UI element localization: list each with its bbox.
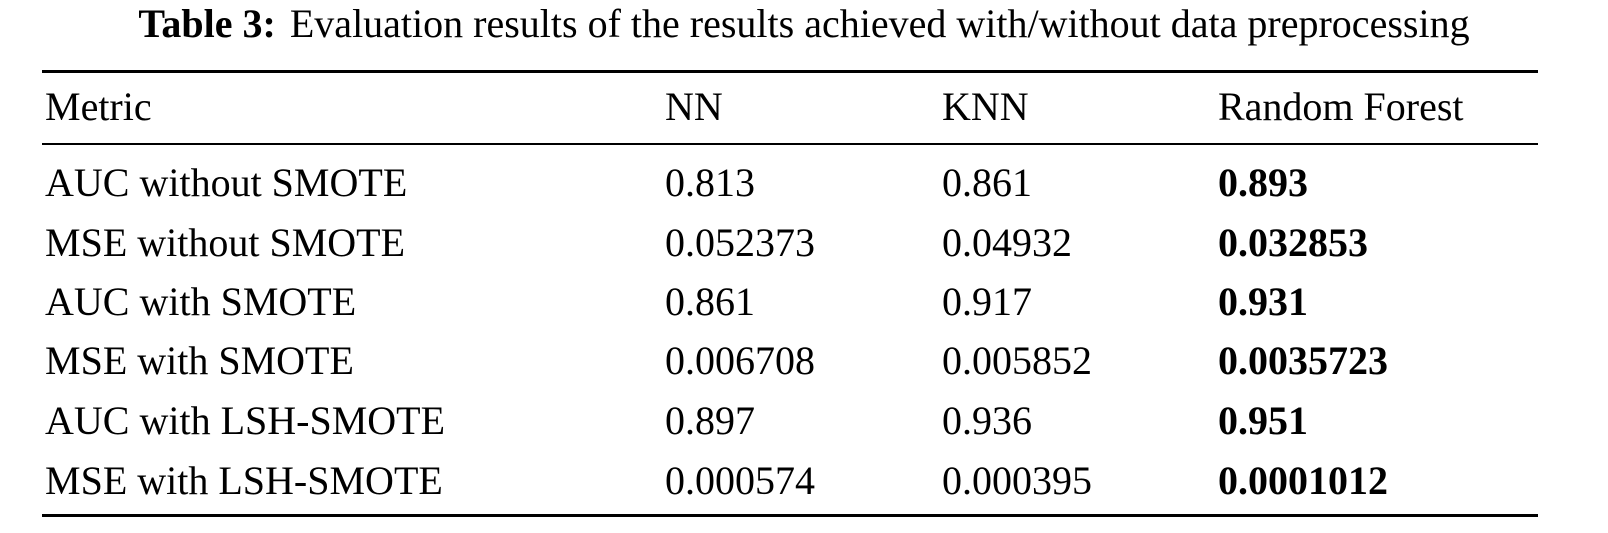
data-cell: 0.0035723 <box>1218 338 1388 383</box>
bottom-rule <box>42 514 1538 517</box>
data-cell: 0.000574 <box>665 458 815 503</box>
data-cell: 0.006708 <box>665 338 815 383</box>
data-cell: 0.861 <box>942 160 1032 205</box>
data-cell: 0.0001012 <box>1218 458 1388 503</box>
data-cell: 0.032853 <box>1218 220 1368 265</box>
data-cell: 0.897 <box>665 398 755 443</box>
data-cell: 0.000395 <box>942 458 1092 503</box>
header-cell: KNN <box>942 84 1029 129</box>
header-cell: Metric <box>45 84 152 129</box>
data-cell: 0.052373 <box>665 220 815 265</box>
table-caption: Table 3: Evaluation results of the result… <box>0 0 1608 48</box>
header-cell: Random Forest <box>1218 84 1464 129</box>
data-cell: 0.931 <box>1218 279 1308 324</box>
row-label: AUC with LSH-SMOTE <box>45 398 446 443</box>
data-cell: 0.813 <box>665 160 755 205</box>
row-label: MSE with LSH-SMOTE <box>45 458 443 503</box>
mid-rule <box>42 143 1538 145</box>
data-cell: 0.917 <box>942 279 1032 324</box>
data-cell: 0.893 <box>1218 160 1308 205</box>
row-label: MSE with SMOTE <box>45 338 354 383</box>
header-cell: NN <box>665 84 723 129</box>
data-cell: 0.04932 <box>942 220 1072 265</box>
caption-text: Evaluation results of the results achiev… <box>289 1 1470 46</box>
caption-label: Table 3: <box>138 1 276 46</box>
data-cell: 0.861 <box>665 279 755 324</box>
data-cell: 0.951 <box>1218 398 1308 443</box>
data-cell: 0.005852 <box>942 338 1092 383</box>
top-rule <box>42 70 1538 73</box>
row-label: MSE without SMOTE <box>45 220 406 265</box>
row-label: AUC with SMOTE <box>45 279 357 324</box>
data-cell: 0.936 <box>942 398 1032 443</box>
row-label: AUC without SMOTE <box>45 160 408 205</box>
